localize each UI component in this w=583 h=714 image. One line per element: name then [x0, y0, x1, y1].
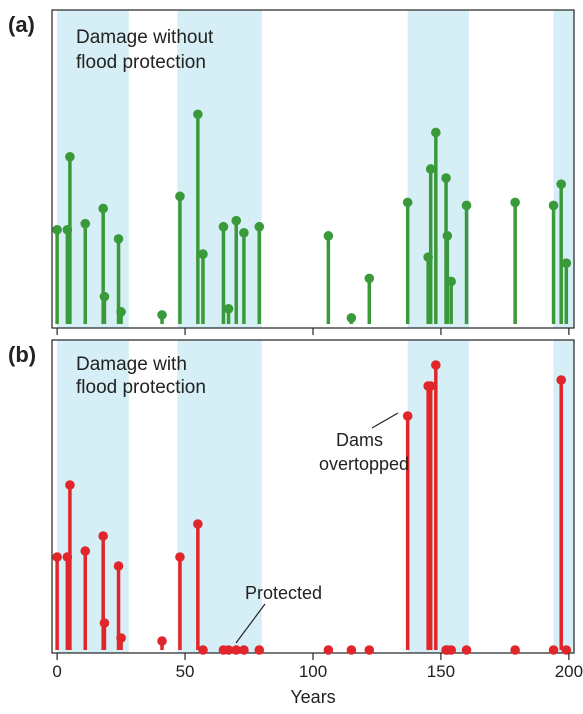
panel-a-point: [239, 228, 249, 238]
panel-a-point: [441, 173, 451, 183]
panel-b-title-line2: flood protection: [76, 377, 206, 398]
panel-b-point: [548, 645, 559, 655]
annotation-protected: Protected: [245, 583, 322, 603]
panel-a-point: [446, 276, 456, 287]
panel-a-point: [223, 304, 234, 314]
panel-b-point: [198, 645, 208, 655]
panel-a-point: [218, 221, 229, 232]
panel-b-point: [239, 645, 249, 655]
panel-b-point: [346, 645, 357, 655]
panel-a-point: [231, 215, 242, 226]
panel-b-shading: [57, 340, 574, 653]
panel-a-title-line2: flood protection: [76, 52, 206, 73]
x-tick-label: 200: [555, 662, 583, 681]
panel-a-point: [254, 221, 265, 232]
panel-a-point: [323, 231, 334, 241]
panel-b-label: (b): [8, 342, 36, 367]
panel-b-point: [175, 552, 185, 562]
panel-b-point: [116, 633, 126, 643]
panel-a-title-line1: Damage without: [76, 27, 214, 48]
panel-b-point: [157, 636, 167, 646]
panel-b-shade-band: [177, 340, 262, 653]
panel-b-point: [402, 411, 413, 421]
panel-a-point: [561, 258, 572, 269]
panel-b-point: [193, 519, 203, 529]
panel-b-shade-band: [553, 340, 574, 653]
x-tick-label: 50: [176, 662, 195, 681]
panel-a-point: [364, 273, 375, 284]
panel-b-point: [510, 645, 520, 655]
panel-a-point: [113, 234, 124, 244]
panel-a-shading: [57, 10, 574, 328]
panel-a-point: [346, 313, 357, 323]
annotation-dams-line1: Dams: [336, 430, 383, 450]
panel-a-point: [157, 310, 167, 320]
panel-a-point: [556, 179, 567, 189]
panel-a-point: [193, 109, 203, 120]
panel-b-point: [99, 618, 110, 628]
panel-b-point: [80, 546, 91, 556]
x-tick-label: 0: [52, 662, 61, 681]
panel-a-point: [116, 307, 126, 317]
x-tick-label: 100: [299, 662, 327, 681]
panel-a-shade-band: [177, 10, 262, 328]
panel-b-point: [364, 645, 375, 655]
panel-a-point: [425, 164, 436, 174]
panel-b-shade-band: [407, 340, 470, 653]
x-tick-label: 150: [427, 662, 455, 681]
panel-b-ticks: [56, 653, 570, 660]
panel-a-shade-band: [407, 10, 470, 328]
panel-b-point: [431, 360, 441, 370]
panel-b-point: [113, 561, 124, 571]
panel-b-point: [323, 645, 334, 655]
x-axis-label: Years: [290, 687, 335, 707]
panel-a-point: [99, 291, 110, 302]
annotation-dams-leader: [371, 412, 399, 429]
panel-a-point: [52, 224, 62, 235]
panel-a-point: [548, 200, 559, 211]
panel-a-ticks: [56, 328, 570, 335]
panel-b-point: [231, 645, 242, 655]
panel-b-point: [556, 375, 567, 385]
panel-a-point: [510, 197, 520, 208]
panel-a-point: [431, 127, 441, 138]
panel-b-point: [446, 645, 456, 655]
annotation-protected-leader: [235, 603, 266, 644]
panel-a-point: [198, 249, 208, 259]
panel-b-point: [65, 480, 75, 490]
panel-b-stems: [52, 360, 572, 655]
panel-a-stems: [52, 109, 572, 324]
panel-a-shade-band: [553, 10, 574, 328]
panel-b: 0 50 100 150 200 (b) Damage with flood prote…: [8, 339, 583, 707]
panel-a-point: [175, 191, 185, 202]
panel-b-title-line1: Damage with: [76, 354, 187, 375]
panel-a: (a) Damage without flood protection: [8, 9, 575, 335]
panel-b-point: [223, 645, 234, 655]
panel-a-point: [65, 152, 75, 162]
panel-b-point: [52, 552, 62, 562]
panel-a-point: [80, 218, 91, 229]
panel-a-label: (a): [8, 12, 35, 37]
x-tick-labels: 0 50 100 150 200: [52, 662, 583, 681]
panel-b-point: [461, 645, 472, 655]
panel-a-point: [442, 231, 453, 241]
panel-b-point: [425, 381, 436, 391]
panel-a-point: [461, 200, 472, 211]
panel-b-point: [561, 645, 572, 655]
panel-a-point: [402, 197, 413, 208]
panel-b-point: [254, 645, 265, 655]
annotation-dams-line2: overtopped: [319, 454, 409, 474]
panel-b-point: [98, 531, 108, 541]
panel-a-point: [98, 203, 108, 214]
